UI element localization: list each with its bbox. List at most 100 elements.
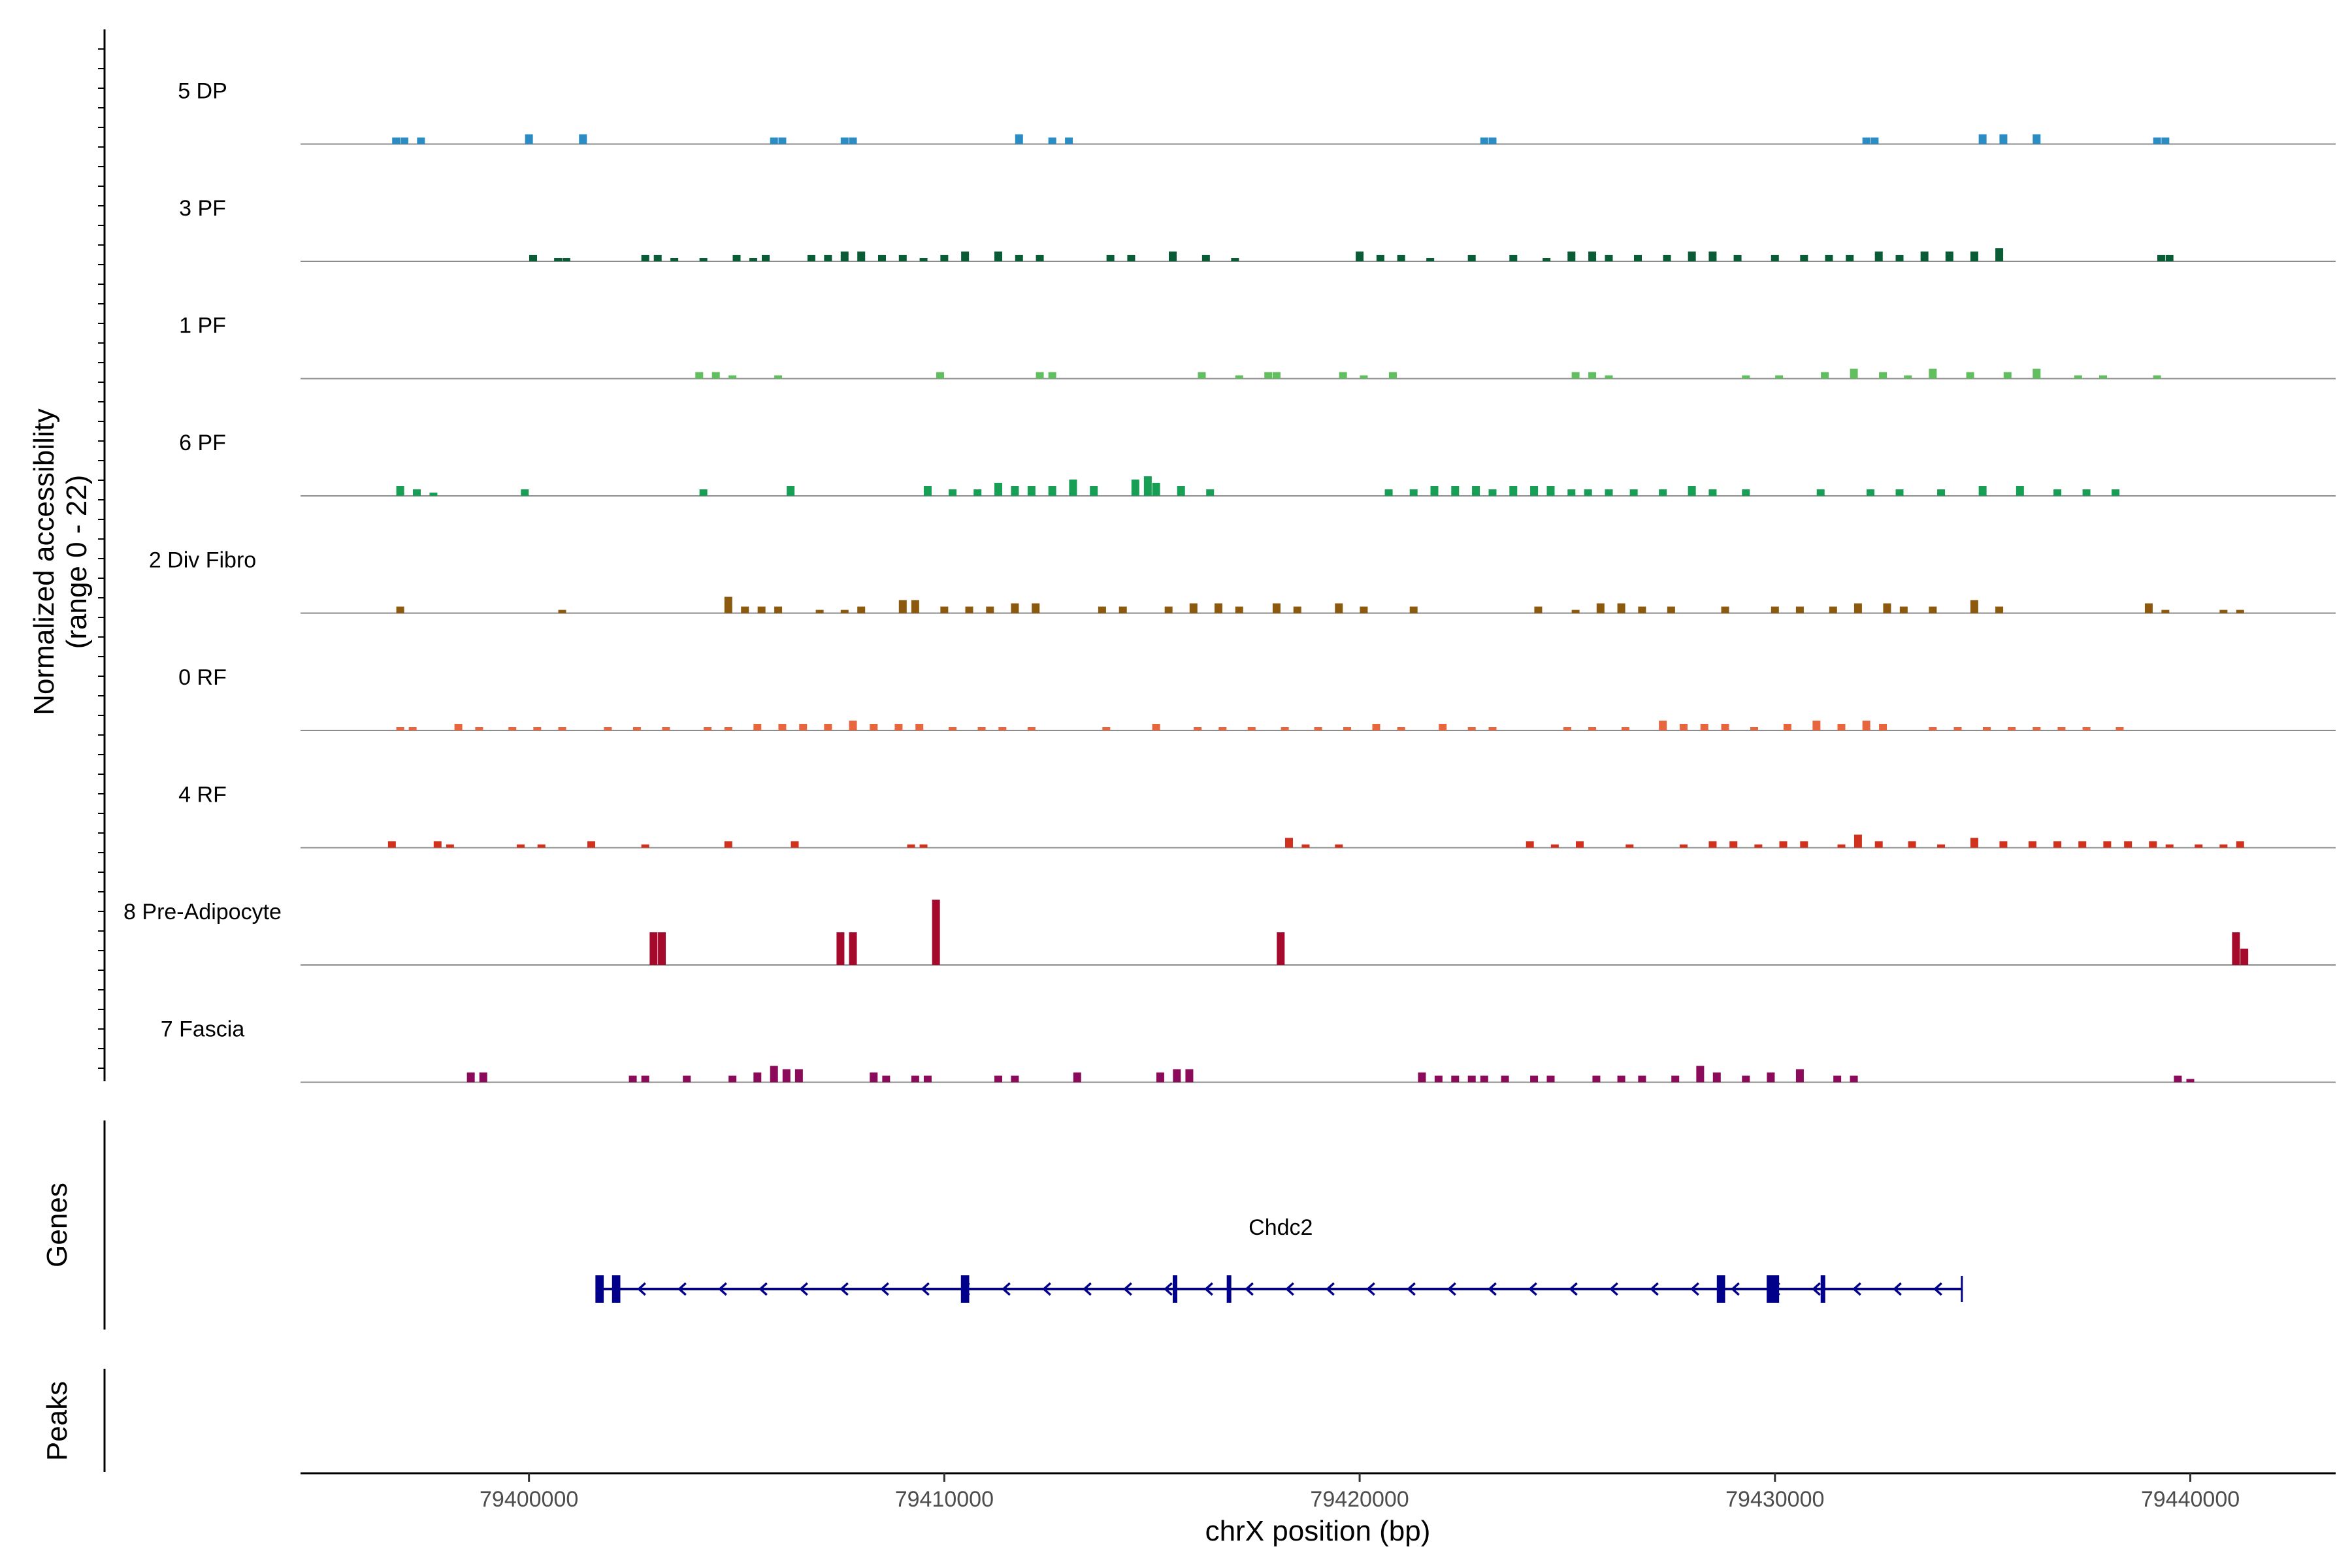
track-label: 1 PF: [179, 314, 226, 338]
coverage-peak: [2165, 844, 2174, 848]
x-tick-label: 79400000: [480, 1487, 578, 1512]
coverage-peak: [554, 258, 563, 261]
coverage-peak: [1231, 258, 1239, 261]
coverage-peak: [1833, 1075, 1842, 1083]
y-axis-title: Normalized accessibility (range 0 - 22): [28, 408, 93, 715]
coverage-peak: [641, 844, 649, 848]
coverage-peak: [695, 372, 704, 379]
coverage-peak: [1015, 255, 1023, 261]
coverage-peak: [466, 1072, 475, 1083]
coverage-peak: [807, 255, 815, 261]
coverage-peak: [454, 724, 463, 730]
track-6: 0 RF: [178, 665, 2336, 731]
coverage-peak: [1816, 489, 1825, 496]
coverage-peak: [1409, 489, 1418, 496]
coverage-peak: [2232, 932, 2240, 965]
coverage-peak: [1418, 1072, 1426, 1083]
coverage-peak: [1546, 486, 1555, 496]
coverage-peak: [1451, 486, 1460, 496]
coverage-peak: [1874, 841, 1883, 848]
coverage-peak: [1584, 489, 1592, 496]
coverage-peak: [1218, 727, 1227, 730]
coverage-peak: [911, 1075, 919, 1083]
coverage-peak: [1360, 606, 1368, 613]
strand-arrow: [1731, 1282, 1740, 1296]
coverage-peak: [1048, 137, 1056, 144]
strand-arrow: [637, 1282, 646, 1296]
coverage-peak: [923, 486, 932, 496]
coverage-peak: [782, 1069, 791, 1083]
strand-arrow: [759, 1282, 768, 1296]
gene-exon: [1173, 1275, 1177, 1303]
coverage-peak: [1995, 248, 2004, 261]
coverage-peak: [1659, 489, 1667, 496]
coverage-peak: [994, 252, 1002, 261]
coverage-peak: [1102, 727, 1111, 730]
coverage-peak: [508, 727, 517, 730]
coverage-peak: [1530, 1075, 1539, 1083]
coverage-peak: [683, 1075, 691, 1083]
coverage-peak: [1281, 727, 1289, 730]
coverage-peak: [1563, 727, 1571, 730]
coverage-peak: [1036, 255, 1044, 261]
coverage-peak: [1688, 252, 1696, 261]
coverage-peak: [1742, 489, 1750, 496]
coverage-peak: [1488, 489, 1497, 496]
coverage-peak: [2074, 375, 2082, 379]
coverage-peak: [400, 137, 408, 144]
coverage-peak: [1264, 372, 1273, 379]
coverage-peak: [1929, 368, 1937, 379]
coverage-peak: [965, 606, 973, 613]
coverage-peak: [1867, 489, 1874, 496]
coverage-peak: [1027, 727, 1036, 730]
coverage-peak: [762, 255, 770, 261]
coverage-peak: [1277, 932, 1285, 965]
coverage-peak: [774, 606, 783, 613]
coverage-peak: [2028, 841, 2036, 848]
coverage-peak: [2057, 727, 2066, 730]
coverage-peak: [2236, 610, 2244, 613]
coverage-peak: [2008, 727, 2016, 730]
coverage-peak: [2033, 368, 2041, 379]
strand-arrow: [1123, 1282, 1132, 1296]
coverage-peak: [1376, 255, 1384, 261]
coverage-peak: [629, 1075, 637, 1083]
coverage-peak: [396, 606, 404, 613]
coverage-peak: [1036, 372, 1044, 379]
coverage-peak: [433, 841, 442, 848]
coverage-peak: [1862, 137, 1870, 144]
coverage-peak: [1576, 841, 1584, 848]
coverage-peak: [778, 137, 787, 144]
coverage-peak: [977, 727, 986, 730]
gene-exon: [1716, 1275, 1725, 1303]
coverage-peak: [2103, 841, 2112, 848]
strand-arrow: [1407, 1282, 1416, 1296]
coverage-peak: [824, 255, 832, 261]
track-label: 8 Pre-Adipocyte: [123, 900, 282, 924]
strand-arrow: [1528, 1282, 1537, 1296]
coverage-peak: [1360, 375, 1368, 379]
strand-arrow: [718, 1282, 727, 1296]
coverage-peak: [840, 137, 849, 144]
strand-arrow: [1933, 1282, 1942, 1296]
coverage-peak: [1048, 372, 1056, 379]
gene-exon: [1767, 1275, 1780, 1303]
gene-exon: [612, 1275, 621, 1303]
coverage-peak: [1509, 486, 1518, 496]
coverage-peak: [1679, 724, 1688, 730]
coverage-peak: [757, 606, 766, 613]
coverage-peak: [1550, 844, 1559, 848]
strand-arrow: [880, 1282, 889, 1296]
strand-arrow: [1204, 1282, 1213, 1296]
coverage-peak: [1929, 727, 1937, 730]
coverage-peak: [1426, 258, 1435, 261]
coverage-peak: [1837, 724, 1846, 730]
coverage-peak: [1970, 252, 1978, 261]
coverage-peak: [973, 489, 982, 496]
coverage-peak: [1069, 480, 1077, 496]
coverage-peak: [1708, 252, 1717, 261]
coverage-peak: [699, 258, 708, 261]
strand-arrow: [1690, 1282, 1699, 1296]
coverage-peak: [2236, 841, 2244, 848]
